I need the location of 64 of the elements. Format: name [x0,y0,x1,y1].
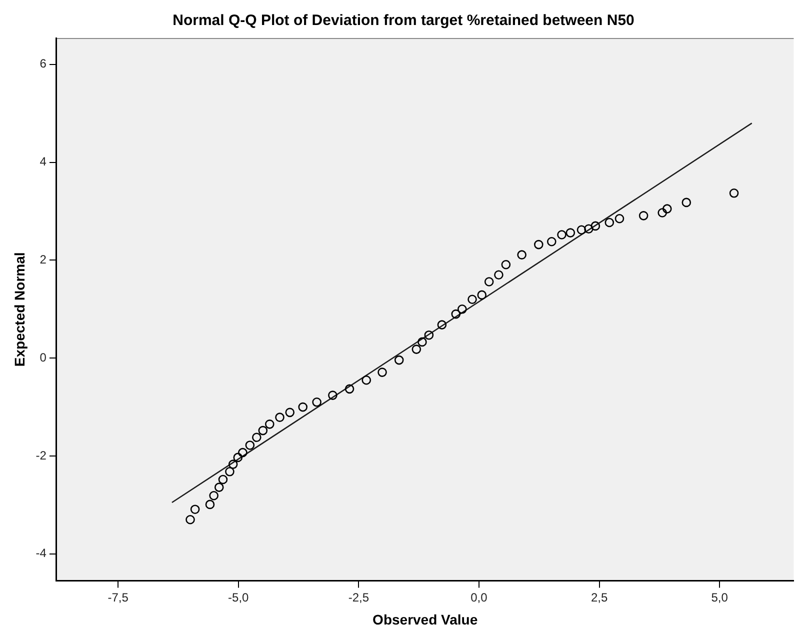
y-tick-label: -4 [36,546,47,560]
point [218,474,228,484]
point [557,230,566,240]
x-tick-label: -2,5 [348,590,370,604]
point [233,452,243,462]
point [265,420,274,429]
point [477,290,487,300]
point [517,250,526,260]
point [494,270,504,280]
point [468,294,477,304]
point [205,500,215,510]
y-tick-label: 0 [40,350,47,364]
point [418,337,427,347]
point [584,224,594,234]
x-tick-label: 5,0 [711,590,728,604]
point [566,228,576,238]
x-tick-label: 0,0 [470,590,488,604]
point [662,204,672,214]
point [394,355,404,365]
point [190,504,200,514]
point [451,309,461,319]
point [614,214,624,224]
point [258,426,268,436]
point [275,412,284,422]
point [378,368,387,377]
point [546,236,556,246]
point [362,375,372,385]
point [604,218,614,228]
point [328,390,338,400]
y-axis-title: Expected Normal [11,252,28,367]
y-tick-label: 6 [40,56,47,71]
y-tick-label: 4 [40,154,47,169]
point [312,398,322,407]
point [437,320,447,330]
point [298,402,308,412]
point [501,260,511,270]
x-tick-label: 2,5 [590,590,608,604]
point [252,432,262,442]
point [484,277,494,286]
point [225,467,234,476]
point [238,448,248,458]
point [344,384,354,394]
x-tick-label: -5,0 [228,590,250,604]
point [424,330,434,340]
point [209,490,218,500]
x-axis-title: Observed Value [372,611,478,628]
point [228,460,238,469]
point [682,198,692,208]
y-tick-label: -2 [36,448,47,462]
point [576,225,586,235]
y-tick-label: 2 [40,252,47,267]
point [590,221,600,231]
point [214,482,224,492]
point [638,211,648,220]
x-tick-label: -7,5 [108,590,129,604]
point [729,188,739,198]
point [186,514,195,524]
point [285,408,295,418]
point [457,304,467,314]
point [658,208,667,218]
point [412,344,422,354]
point [245,440,255,450]
chart-title: Normal Q-Q Plot of Deviation from target %retained between N50 [172,12,634,30]
point [534,240,544,250]
